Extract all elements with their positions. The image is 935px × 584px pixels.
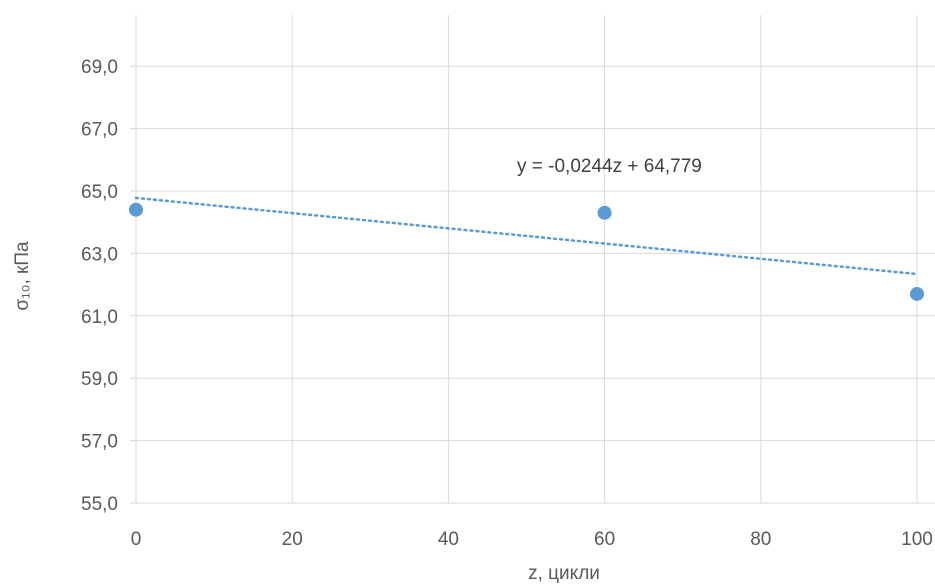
x-axis-tick-labels: 0 20 40 60 80 100 xyxy=(131,529,933,550)
horizontal-gridlines xyxy=(130,65,935,504)
vertical-gridlines xyxy=(135,15,918,503)
x-tick-label: 100 xyxy=(901,529,933,550)
y-tick-label: 59,0 xyxy=(81,369,118,390)
y-tick-label: 55,0 xyxy=(81,494,118,515)
data-points xyxy=(129,202,924,301)
y-tick-label: 57,0 xyxy=(81,432,118,453)
x-tick-label: 20 xyxy=(282,529,303,550)
y-axis-title: σ₁₀, кПа xyxy=(12,241,33,311)
x-axis-title: z, цикли xyxy=(528,563,600,584)
linear-trendline xyxy=(134,196,919,276)
y-tick-label: 67,0 xyxy=(81,120,118,141)
y-tick-label: 63,0 xyxy=(81,244,118,265)
data-point xyxy=(910,286,924,301)
y-axis-tick-labels: 55,0 57,0 59,0 61,0 63,0 65,0 67,0 69,0 xyxy=(81,57,118,515)
y-tick-label: 69,0 xyxy=(81,57,118,78)
x-tick-label: 0 xyxy=(131,529,142,550)
data-point xyxy=(129,202,143,217)
y-tick-label: 65,0 xyxy=(81,182,118,203)
trendline-equation-label: y = -0,0244z + 64,779 xyxy=(517,156,702,177)
x-tick-label: 80 xyxy=(750,529,771,550)
x-tick-label: 40 xyxy=(438,529,459,550)
y-tick-label: 61,0 xyxy=(81,307,118,328)
x-tick-label: 60 xyxy=(594,529,615,550)
data-point xyxy=(597,205,612,220)
